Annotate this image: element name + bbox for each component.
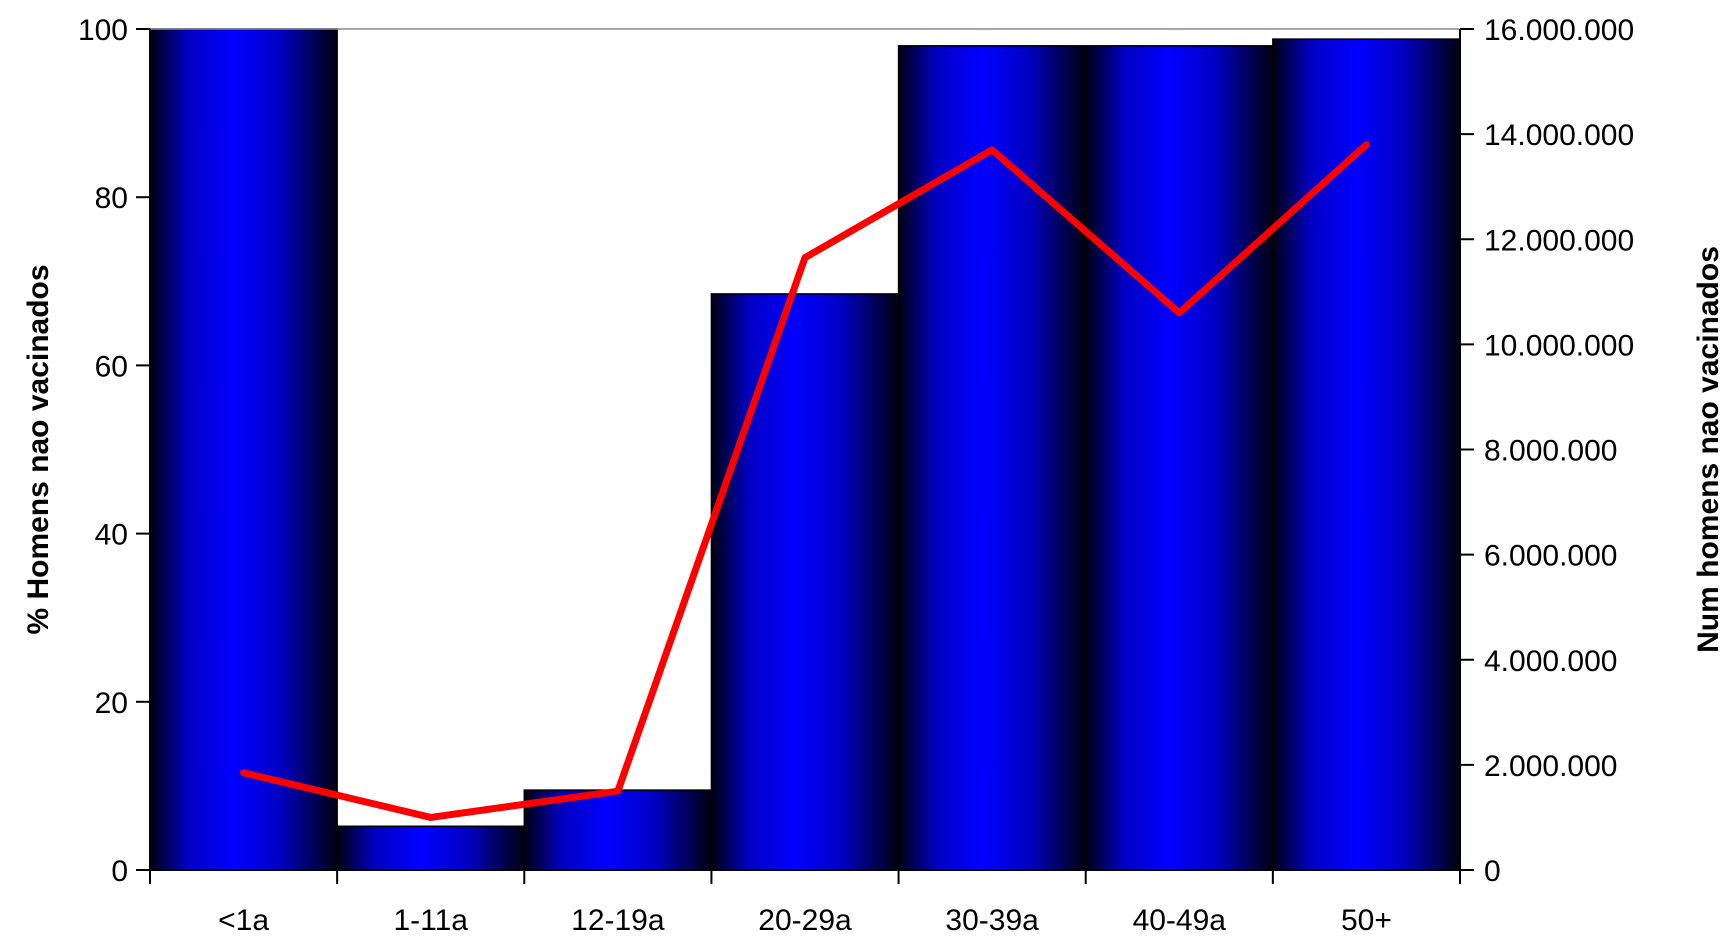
left-tick-label: 40: [95, 519, 128, 552]
x-tick-label: 1-11a: [393, 904, 468, 937]
bar-5: [1084, 45, 1274, 871]
right-tick-label: 2.000.000: [1484, 750, 1617, 783]
x-tick-label: 40-49a: [1133, 904, 1227, 937]
bar-3: [710, 293, 900, 871]
right-tick-label: 16.000.000: [1484, 14, 1634, 47]
bar-1: [336, 825, 526, 871]
bar-4: [897, 45, 1087, 871]
bar-6: [1272, 38, 1461, 871]
right-tick-label: 8.000.000: [1484, 435, 1617, 468]
right-tick-label: 0: [1484, 855, 1501, 888]
x-axis-ticks: <1a 1-11a 12-19a 20-29a 30-39a 40-49a 50+: [149, 870, 1461, 937]
left-tick-label: 0: [111, 855, 128, 888]
x-tick-label: 20-29a: [758, 904, 852, 937]
left-axis-title: % Homens nao vacinados: [22, 264, 55, 634]
right-tick-label: 4.000.000: [1484, 645, 1617, 678]
right-axis-ticks: 0 2.000.000 4.000.000 6.000.000 8.000.000 10.…: [1460, 14, 1634, 888]
right-axis-title: Num homens nao vacinados: [1692, 246, 1725, 653]
left-tick-label: 100: [78, 14, 128, 47]
x-tick-label: 12-19a: [571, 904, 665, 937]
x-tick-label: 30-39a: [945, 904, 1039, 937]
left-axis-ticks: 0 20 40 60 80 100: [78, 14, 150, 888]
x-tick-label: <1a: [218, 904, 269, 937]
right-tick-label: 6.000.000: [1484, 540, 1617, 573]
right-tick-label: 12.000.000: [1484, 224, 1634, 257]
right-tick-label: 14.000.000: [1484, 119, 1634, 152]
left-tick-label: 80: [95, 182, 128, 215]
right-tick-label: 10.000.000: [1484, 329, 1634, 362]
x-tick-label: 50+: [1341, 904, 1392, 937]
bar-series: [149, 28, 1461, 871]
left-tick-label: 20: [95, 687, 128, 720]
bar-0: [149, 28, 338, 871]
left-tick-label: 60: [95, 350, 128, 383]
